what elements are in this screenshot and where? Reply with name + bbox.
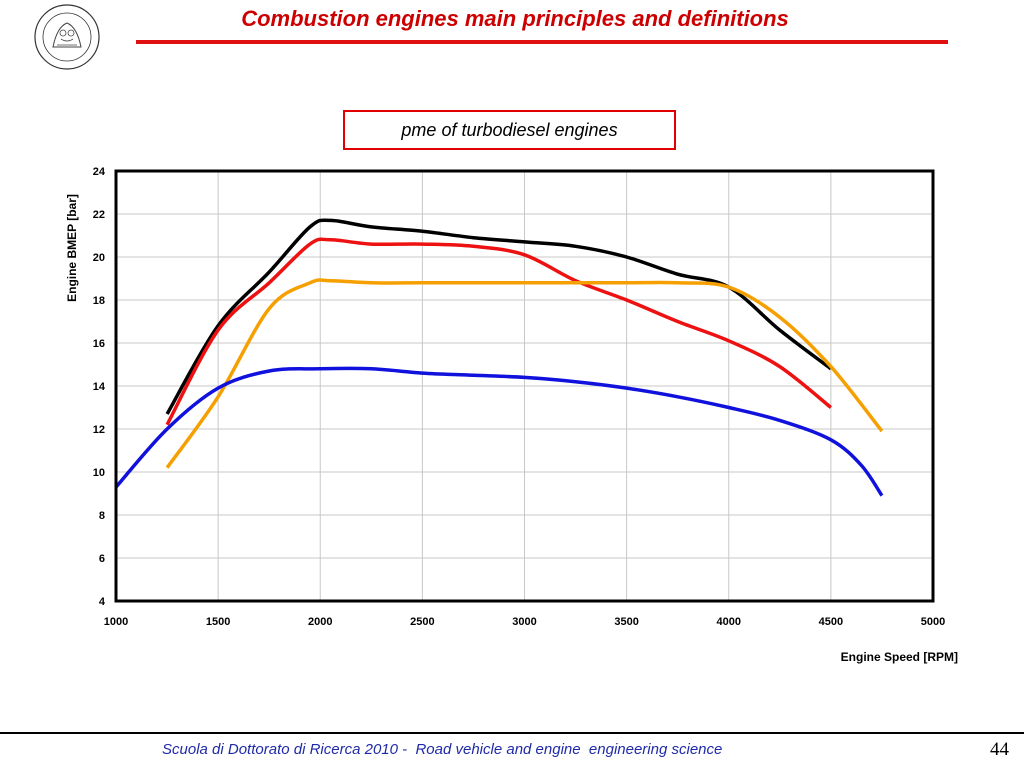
y-tick-label: 4 xyxy=(99,596,106,608)
y-tick-label: 6 xyxy=(99,553,105,565)
plot-area-frame xyxy=(114,169,935,603)
y-tick-label: 22 xyxy=(93,209,105,221)
y-tick-label: 14 xyxy=(93,381,106,393)
y-tick-label: 8 xyxy=(99,510,105,522)
x-tick-label: 2000 xyxy=(308,616,332,628)
x-tick-label: 3000 xyxy=(512,616,536,628)
y-tick-label: 18 xyxy=(93,295,105,307)
y-tick-label: 10 xyxy=(93,467,105,479)
x-tick-label: 1000 xyxy=(104,616,128,628)
series-line-4 xyxy=(114,366,884,497)
x-tick-label: 4000 xyxy=(717,616,741,628)
footer-course-text: Scuola di Dottorato di Ricerca 2010 - Ro… xyxy=(162,741,723,758)
x-tick-label: 5000 xyxy=(921,616,945,628)
y-tick-label: 20 xyxy=(93,252,105,264)
university-seal-logo xyxy=(34,4,100,70)
title-underline xyxy=(136,40,948,44)
y-tick-label: 12 xyxy=(93,424,105,436)
x-tick-label: 3500 xyxy=(614,616,638,628)
series-line-2 xyxy=(165,237,832,426)
x-axis-label: Engine Speed [RPM] xyxy=(841,650,958,664)
x-tick-label: 2500 xyxy=(410,616,434,628)
chart-title: pme of turbodiesel engines xyxy=(401,119,618,140)
page-number: 44 xyxy=(990,739,1009,760)
y-tick-label: 24 xyxy=(93,166,106,178)
footer-divider xyxy=(0,732,1024,734)
y-axis-label: Engine BMEP [bar] xyxy=(65,194,79,302)
x-tick-label: 1500 xyxy=(206,616,230,628)
x-tick-label: 4500 xyxy=(819,616,843,628)
slide-title: Combustion engines main principles and d… xyxy=(241,6,789,31)
chart-title-box: pme of turbodiesel engines xyxy=(343,110,676,150)
y-tick-label: 16 xyxy=(93,338,105,350)
series-line-3 xyxy=(165,278,884,469)
